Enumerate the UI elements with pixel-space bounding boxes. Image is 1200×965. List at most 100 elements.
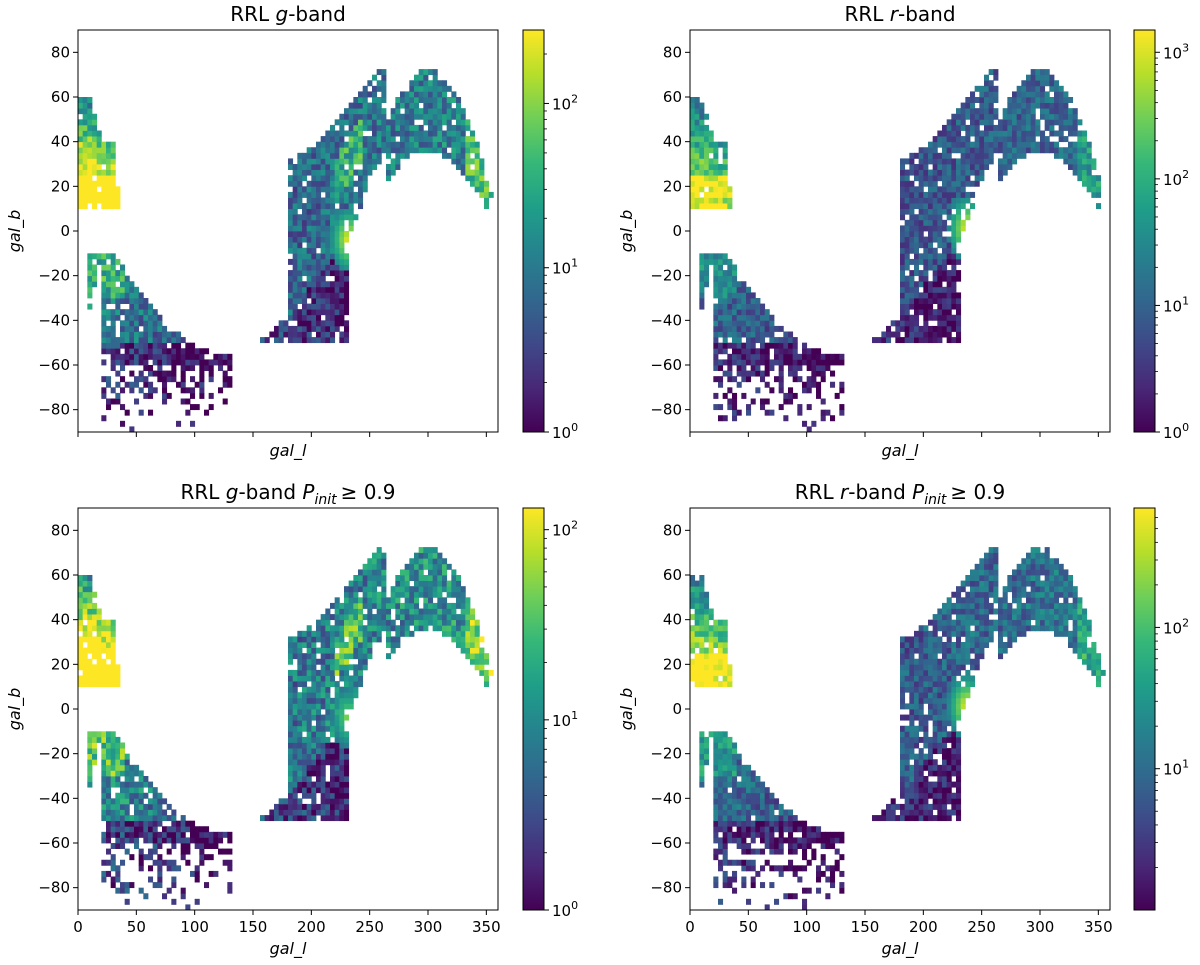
heatmap-cell: [96, 175, 102, 182]
heatmap-cell: [900, 208, 906, 215]
heatmap-cell: [470, 642, 476, 648]
heatmap-cell: [456, 614, 462, 621]
heatmap-cell: [942, 776, 948, 782]
heatmap-cell: [946, 253, 952, 260]
heatmap-cell: [839, 359, 845, 366]
heatmap-cell: [395, 580, 401, 587]
heatmap-cell: [106, 781, 112, 788]
heatmap-cell: [381, 625, 387, 632]
heatmap-cell: [199, 843, 205, 849]
heatmap-cell: [708, 136, 714, 143]
heatmap-cell: [690, 591, 696, 598]
heatmap-cell: [138, 781, 144, 788]
heatmap-cell: [288, 764, 294, 771]
heatmap-cell: [1035, 130, 1041, 137]
heatmap-cell: [965, 141, 971, 148]
heatmap-cell: [376, 113, 382, 120]
heatmap-cell: [750, 348, 756, 355]
heatmap-cell: [325, 692, 331, 699]
heatmap-cell: [1077, 164, 1083, 170]
heatmap-cell: [470, 636, 476, 643]
heatmap-cell: [442, 108, 448, 115]
heatmap-cell: [432, 586, 438, 593]
heatmap-cell: [311, 164, 317, 170]
heatmap-cell: [344, 630, 350, 637]
heatmap-cell: [932, 281, 938, 288]
heatmap-cell: [722, 770, 728, 777]
heatmap-cell: [120, 837, 126, 844]
heatmap-cell: [470, 653, 476, 660]
heatmap-cell: [115, 381, 121, 388]
heatmap-cell: [778, 865, 784, 872]
heatmap-cell: [432, 124, 438, 131]
heatmap-cell: [334, 298, 340, 304]
heatmap-cell: [928, 286, 934, 293]
heatmap-cell: [330, 614, 336, 621]
heatmap-cell: [886, 325, 892, 332]
heatmap-cell: [942, 303, 948, 310]
heatmap-cell: [741, 848, 747, 855]
heatmap-cell: [311, 731, 317, 738]
heatmap-cell: [334, 180, 340, 187]
heatmap-cell: [732, 815, 738, 822]
heatmap-cell: [372, 630, 378, 637]
heatmap-cell: [946, 141, 952, 148]
heatmap-cell: [713, 619, 719, 626]
heatmap-cell: [718, 642, 724, 648]
heatmap-cell: [227, 376, 233, 383]
heatmap-cell: [339, 642, 345, 648]
heatmap-cell: [746, 820, 752, 827]
heatmap-cell: [325, 264, 331, 271]
heatmap-cell: [92, 147, 98, 154]
heatmap-cell: [446, 108, 452, 115]
heatmap-cell: [418, 147, 424, 154]
heatmap-cell: [78, 614, 84, 621]
heatmap-cell: [918, 697, 924, 704]
heatmap-cell: [316, 186, 322, 193]
heatmap-cell: [124, 781, 130, 788]
heatmap-cell: [87, 630, 93, 637]
heatmap-cell: [722, 331, 728, 338]
heatmap-cell: [82, 664, 88, 671]
heatmap-cell: [741, 843, 747, 849]
heatmap-cell: [414, 602, 420, 609]
heatmap-cell: [923, 320, 929, 327]
heatmap-cell: [78, 602, 84, 609]
heatmap-cell: [797, 404, 803, 411]
heatmap-cell: [115, 764, 121, 771]
heatmap-cell: [288, 815, 294, 822]
heatmap-cell: [1058, 147, 1064, 154]
heatmap-cell: [451, 158, 457, 165]
heatmap-cell: [390, 164, 396, 170]
heatmap-cell: [951, 264, 957, 271]
heatmap-cell: [437, 124, 443, 131]
heatmap-cell: [825, 831, 831, 838]
heatmap-cell: [423, 563, 429, 570]
heatmap-cell: [432, 602, 438, 609]
heatmap-cell: [311, 203, 317, 210]
heatmap-cell: [1068, 152, 1074, 159]
heatmap-cell: [1026, 119, 1032, 126]
heatmap-cell: [993, 97, 999, 103]
heatmap-cell: [1026, 141, 1032, 148]
heatmap-cell: [942, 720, 948, 727]
heatmap-cell: [390, 124, 396, 131]
heatmap-cell: [446, 152, 452, 159]
heatmap-cell: [358, 108, 364, 115]
heatmap-cell: [162, 398, 168, 405]
heatmap-cell: [1002, 119, 1008, 126]
heatmap-cell: [942, 692, 948, 699]
heatmap-cell: [376, 591, 382, 598]
heatmap-cell: [227, 859, 233, 866]
heatmap-cell: [998, 158, 1004, 165]
heatmap-cell: [755, 803, 761, 810]
heatmap-cell: [143, 331, 149, 338]
heatmap-cell: [718, 325, 724, 332]
heatmap-cell: [741, 826, 747, 833]
heatmap-cell: [180, 348, 186, 355]
heatmap-cell: [722, 658, 728, 665]
heatmap-cell: [713, 776, 719, 782]
heatmap-cell: [755, 776, 761, 782]
heatmap-cell: [180, 831, 186, 838]
heatmap-cell: [746, 353, 752, 360]
